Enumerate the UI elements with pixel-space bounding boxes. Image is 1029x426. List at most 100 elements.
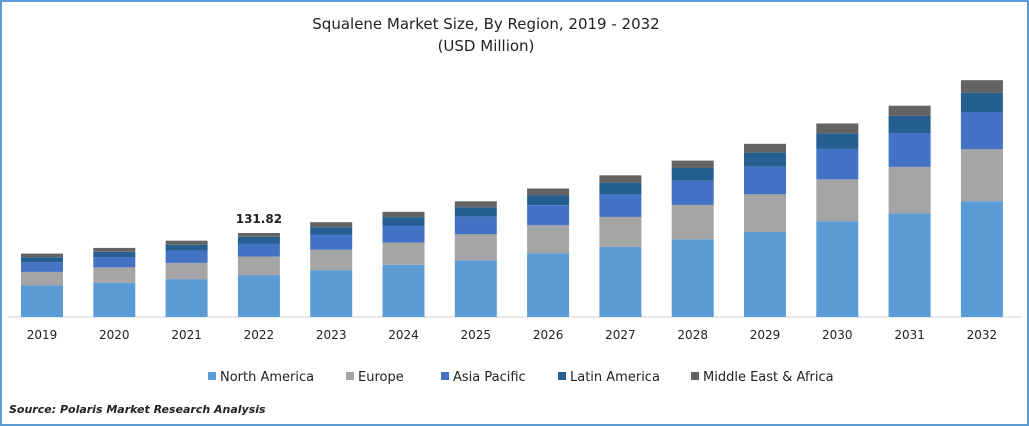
bar-2030-europe: [816, 179, 859, 222]
bar-2027-europe: [599, 216, 642, 247]
bar-2020-north-america: [93, 282, 136, 317]
bar-2025-north-america: [454, 260, 497, 317]
x-tick-label: 2026: [533, 328, 564, 342]
bar-2031-north-america: [888, 213, 931, 317]
bar-2026-europe: [527, 225, 570, 254]
bar-2030-latin-america: [816, 133, 859, 149]
bar-2026-middle-east-and-africa: [527, 188, 570, 196]
bar-2031-latin-america: [888, 115, 931, 134]
bar-2029-north-america: [744, 232, 786, 317]
bar-2026-latin-america: [527, 195, 570, 206]
x-tick-label: 2022: [244, 328, 275, 342]
data-labels: 131.82: [236, 212, 282, 226]
bar-2020-asia-pacific: [93, 257, 136, 268]
bar-2023-north-america: [310, 270, 353, 317]
legend-label-middle-east-and-africa: Middle East & Africa: [703, 370, 834, 385]
bar-2023-middle-east-and-africa: [310, 222, 353, 228]
x-tick-labels: 2019 2020 2021 2022 2023 2024 2025 2026 2027 2028…: [27, 328, 997, 342]
legend-label-europe: Europe: [358, 370, 404, 385]
bar-2031-middle-east-and-africa: [888, 105, 931, 116]
bar-2028-europe: [671, 204, 714, 240]
bar-2020-latin-america: [93, 251, 136, 258]
x-tick-label: 2027: [605, 328, 636, 342]
bar-2025-asia-pacific: [454, 216, 497, 235]
bar-2020-middle-east-and-africa: [93, 247, 136, 252]
bar-2023-asia-pacific: [310, 234, 353, 250]
bar-2025-middle-east-and-africa: [454, 201, 497, 208]
bar-2021-europe: [165, 262, 208, 280]
bar-2024-europe: [382, 242, 425, 265]
bar-2030-middle-east-and-africa: [816, 123, 859, 134]
legend-label-north-america: North America: [220, 370, 314, 385]
x-tick-label: 2025: [461, 328, 492, 342]
bar-2024-asia-pacific: [382, 225, 425, 243]
bar-2032-europe: [960, 149, 1003, 202]
bar-2032-asia-pacific: [960, 112, 1003, 150]
legend-swatch-middle-east-and-africa: [691, 372, 699, 380]
bar-2029-asia-pacific: [744, 166, 786, 195]
bar-2022-europe: [237, 256, 280, 276]
bar-2020-europe: [93, 267, 136, 283]
legend-swatch-asia-pacific: [441, 372, 449, 380]
bar-2019-middle-east-and-africa: [21, 253, 63, 258]
bar-2019-north-america: [21, 285, 63, 317]
bar-2029-europe: [744, 194, 786, 232]
legend-label-latin-america: Latin America: [570, 370, 660, 385]
bar-2021-asia-pacific: [165, 251, 208, 263]
bar-2029-latin-america: [744, 152, 786, 167]
bar-2028-middle-east-and-africa: [671, 160, 714, 168]
bar-2028-latin-america: [671, 168, 714, 181]
legend-swatch-europe: [346, 372, 354, 380]
legend: North America Europe Asia Pacific Latin Ame…: [208, 370, 834, 385]
x-tick-label: 2019: [27, 328, 58, 342]
bar-2021-north-america: [165, 279, 208, 317]
bar-2027-asia-pacific: [599, 194, 642, 217]
bar-2027-middle-east-and-africa: [599, 175, 642, 183]
bar-2032-middle-east-and-africa: [960, 80, 1003, 93]
x-tick-label: 2021: [171, 328, 202, 342]
chart-title: Squalene Market Size, By Region, 2019 - …: [312, 15, 659, 33]
bar-2019-europe: [21, 271, 63, 286]
x-tick-label: 2032: [967, 328, 998, 342]
x-tick-label: 2023: [316, 328, 347, 342]
x-tick-label: 2024: [388, 328, 419, 342]
bar-2029-middle-east-and-africa: [744, 143, 786, 153]
bar-2025-europe: [454, 234, 497, 261]
x-tick-label: 2020: [99, 328, 130, 342]
chart-subtitle: (USD Million): [438, 37, 535, 55]
source-note: Source: Polaris Market Research Analysis: [9, 403, 266, 416]
bars-group: [21, 80, 1003, 317]
bar-2021-middle-east-and-africa: [165, 240, 208, 245]
x-tick-label: 2028: [677, 328, 708, 342]
bar-2031-europe: [888, 166, 931, 214]
bar-2027-latin-america: [599, 182, 642, 194]
bar-2024-north-america: [382, 264, 425, 317]
bar-2024-middle-east-and-africa: [382, 211, 425, 218]
bar-2032-latin-america: [960, 92, 1003, 112]
bar-2026-asia-pacific: [527, 205, 570, 226]
bar-2032-north-america: [960, 201, 1003, 317]
x-tick-label: 2030: [822, 328, 853, 342]
legend-label-asia-pacific: Asia Pacific: [453, 370, 526, 385]
bar-2021-latin-america: [165, 244, 208, 251]
bar-2030-asia-pacific: [816, 148, 859, 180]
bar-2022-latin-america: [237, 236, 280, 244]
bar-2019-asia-pacific: [21, 262, 63, 272]
bar-2023-europe: [310, 249, 353, 271]
bar-2022-asia-pacific: [237, 243, 280, 257]
bar-2024-latin-america: [382, 217, 425, 226]
bar-2030-north-america: [816, 221, 859, 317]
legend-swatch-north-america: [208, 372, 216, 380]
x-tick-label: 2029: [750, 328, 781, 342]
bar-2025-latin-america: [454, 207, 497, 217]
bar-2022-north-america: [237, 275, 280, 317]
data-label: 131.82: [236, 212, 282, 226]
x-tick-label: 2031: [894, 328, 925, 342]
bar-2028-asia-pacific: [671, 180, 714, 205]
bar-2019-latin-america: [21, 257, 63, 263]
bar-2023-latin-america: [310, 227, 353, 235]
bar-2028-north-america: [671, 239, 714, 317]
bar-2031-asia-pacific: [888, 133, 931, 167]
legend-swatch-latin-america: [558, 372, 566, 380]
